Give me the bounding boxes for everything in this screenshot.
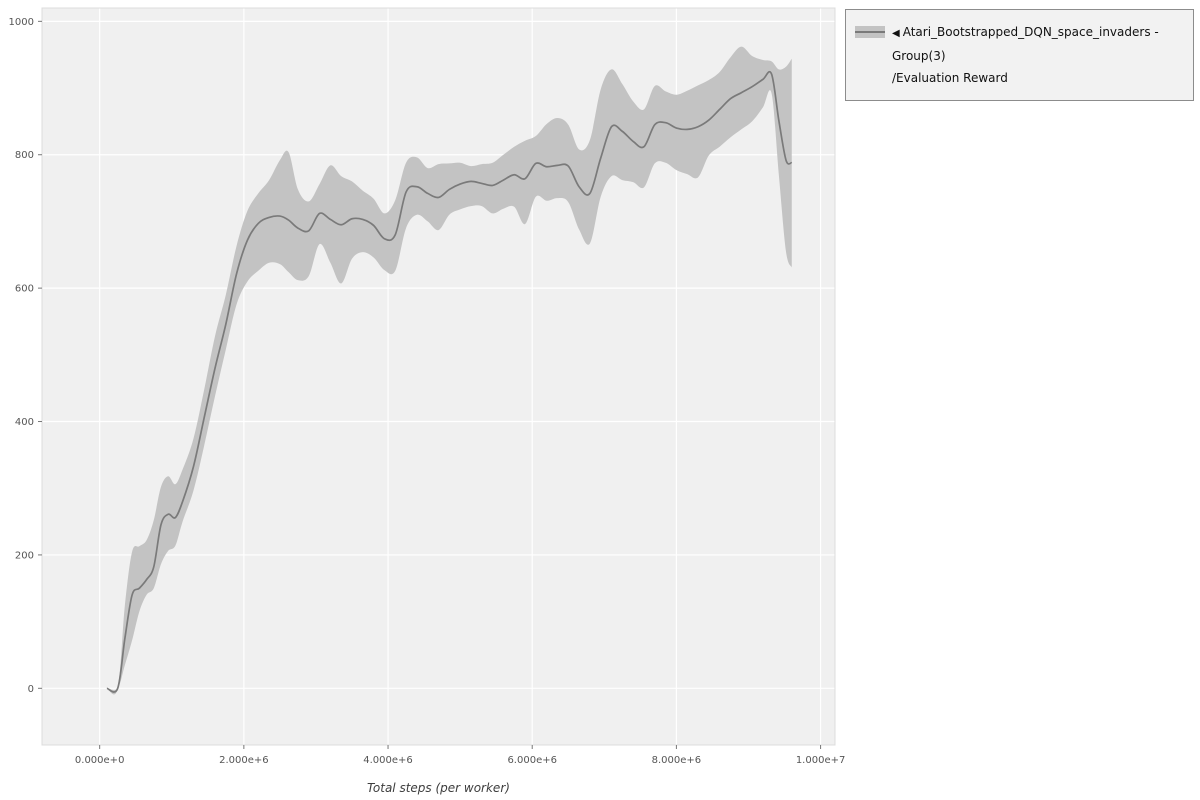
legend-metric-name: /Evaluation Reward	[892, 71, 1008, 85]
confidence-band	[106, 46, 792, 695]
y-tick-label: 0	[28, 684, 34, 695]
legend-collapse-icon[interactable]: ◀	[892, 28, 900, 39]
y-tick-label: 400	[15, 417, 34, 428]
y-tick-label: 800	[15, 150, 34, 161]
x-axis-title: Total steps (per worker)	[367, 781, 510, 795]
legend-series-name: Atari_Bootstrapped_DQN_space_invaders - …	[892, 25, 1159, 63]
series-swatch-icon	[855, 26, 885, 38]
reward-line-chart[interactable]: 0.000e+0 2.000e+6 4.000e+6 6.000e+6 8.000e+6…	[0, 0, 845, 800]
x-tick-label: 6.000e+6	[507, 755, 557, 766]
x-tick-label: 2.000e+6	[219, 755, 269, 766]
legend-box: ◀ Atari_Bootstrapped_DQN_space_invaders -…	[845, 9, 1194, 101]
x-tick-label: 8.000e+6	[652, 755, 702, 766]
legend-label: ◀ Atari_Bootstrapped_DQN_space_invaders -…	[892, 21, 1184, 89]
legend-item-evaluation-reward[interactable]: ◀ Atari_Bootstrapped_DQN_space_invaders -…	[855, 21, 1184, 89]
y-tick-label: 600	[15, 284, 34, 295]
series-swatch-line-icon	[855, 31, 885, 33]
y-tick-label: 1000	[9, 17, 34, 28]
x-tick-label: 4.000e+6	[363, 755, 413, 766]
x-tick-label: 0.000e+0	[75, 755, 125, 766]
axis-ticks	[38, 20, 822, 749]
plot-panel-border	[41, 7, 836, 746]
x-tick-label: 1.000e+7	[796, 755, 845, 766]
y-tick-label: 200	[15, 550, 34, 561]
tick-labels: 0.000e+0 2.000e+6 4.000e+6 6.000e+6 8.000e+6…	[9, 17, 845, 766]
mean-line	[106, 70, 793, 693]
